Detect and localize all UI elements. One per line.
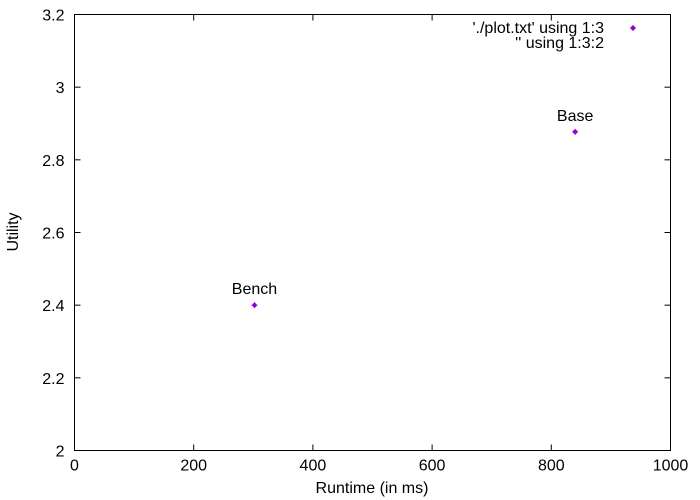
x-tick-label: 0 [70,458,79,475]
y-tick-label: 2.4 [42,298,64,315]
y-tick-label: 2.8 [42,153,64,170]
legend: './plot.txt' using 1:3'' using 1:3:2 [472,20,636,52]
x-tick-label: 1000 [653,458,689,475]
data-points [251,128,579,309]
legend-marker [630,25,636,31]
x-tick-labels: 0 200 400 600 800 1000 [70,458,688,475]
y-tick-label: 2.2 [42,371,64,388]
point-labels: Bench Base [232,108,594,298]
plot-frame [74,14,671,451]
point-label: Base [557,108,594,125]
y-tick-label: 2.6 [42,226,64,243]
y-tick-label: 2 [56,444,65,461]
legend-entry-2: '' using 1:3:2 [515,35,604,52]
data-point [251,302,258,309]
axis-ticks [74,14,671,451]
y-tick-label: 3 [56,80,65,97]
y-axis-title: Utility [5,212,22,251]
y-tick-label: 3.2 [42,8,64,25]
legend-entry-1: './plot.txt' using 1:3 [472,20,604,37]
point-label: Bench [232,281,277,298]
x-tick-label: 600 [419,458,446,475]
x-axis-title: Runtime (in ms) [316,480,429,497]
y-tick-labels: 2 2.2 2.4 2.6 2.8 3 3.2 [42,8,64,461]
data-point [572,128,579,135]
x-tick-label: 400 [300,458,327,475]
x-tick-label: 200 [180,458,207,475]
x-tick-label: 800 [538,458,565,475]
